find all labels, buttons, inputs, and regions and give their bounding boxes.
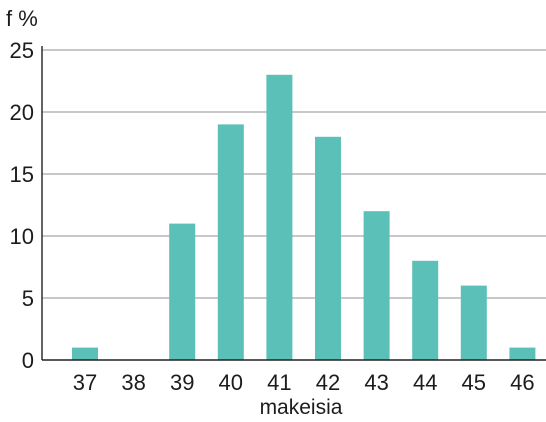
bar-40 (217, 124, 244, 361)
y-tick-label: 5 (22, 286, 34, 311)
x-tick-label: 41 (267, 370, 291, 395)
y-tick-label: 15 (10, 162, 34, 187)
x-tick-label: 39 (170, 370, 194, 395)
y-tick-labels: 0 5 10 15 20 25 (10, 38, 34, 373)
axes (41, 46, 546, 361)
x-tick-label: 45 (462, 370, 486, 395)
y-axis-label: f % (6, 6, 38, 31)
x-tick-label: 40 (219, 370, 243, 395)
y-tick-label: 0 (22, 348, 34, 373)
bar-37 (72, 347, 98, 360)
bar-39 (169, 223, 196, 360)
bar-42 (315, 136, 341, 360)
bar-43 (363, 211, 390, 360)
x-tick-labels: 37 38 39 40 41 42 43 44 45 46 (73, 370, 535, 395)
bar-46 (509, 347, 536, 360)
x-tick-label: 43 (364, 370, 388, 395)
y-tick-label: 20 (10, 100, 34, 125)
x-tick-label: 38 (121, 370, 145, 395)
gridlines (42, 49, 546, 299)
y-tick-label: 25 (10, 38, 34, 63)
x-tick-label: 44 (413, 370, 437, 395)
x-tick-label: 42 (316, 370, 340, 395)
bars (72, 74, 536, 361)
x-axis-label: makeisia (260, 396, 343, 419)
x-tick-label: 37 (73, 370, 97, 395)
bar-45 (460, 285, 487, 360)
bar-41 (266, 74, 293, 361)
y-tick-label: 10 (10, 224, 34, 249)
x-tick-label: 46 (510, 370, 534, 395)
bar-44 (412, 260, 439, 360)
